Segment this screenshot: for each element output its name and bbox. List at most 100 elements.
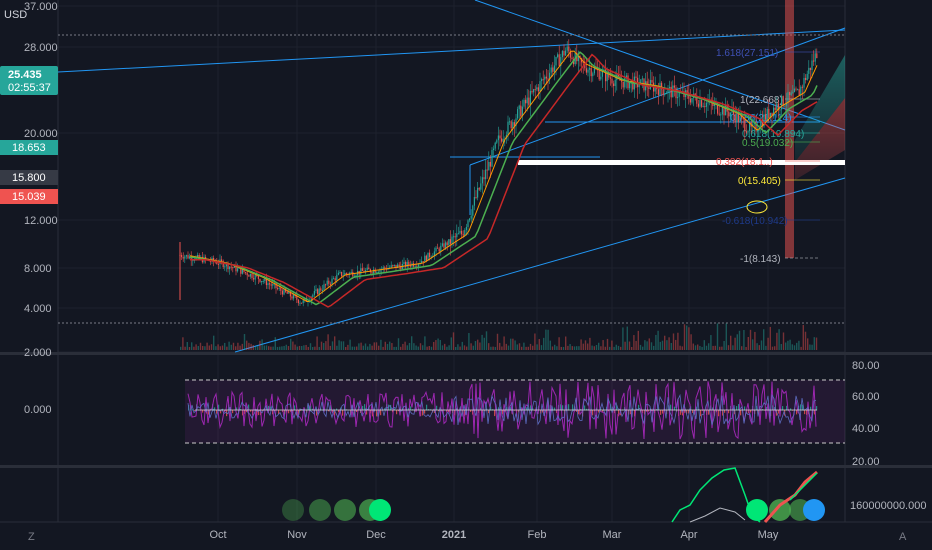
volume-bar [549, 340, 551, 350]
candle-body [408, 261, 410, 266]
drawings [57, 0, 846, 353]
rsi-histogram-bar [334, 410, 336, 416]
candle-body [621, 80, 623, 82]
volume-bar [690, 334, 692, 350]
rsi-histogram-bar [756, 405, 758, 411]
candle-body [222, 261, 224, 268]
volume-bar [631, 346, 633, 350]
candle-countdown: 02:55:37 [8, 82, 51, 94]
volume-bar [677, 332, 679, 350]
rsi-histogram-bar [592, 410, 594, 416]
price-tick: 8.000 [24, 263, 52, 275]
volume-bar [213, 335, 215, 350]
candle-body [262, 281, 264, 283]
candle-body [689, 98, 691, 103]
candle-body [485, 169, 487, 180]
candle-body [406, 261, 408, 267]
candle-body [275, 283, 277, 289]
candle-body [803, 77, 805, 88]
volume-bar [813, 337, 815, 350]
candle-body [544, 76, 546, 80]
volume-bar [602, 340, 604, 350]
rsi-histogram-bar [736, 406, 738, 411]
volume-bar [492, 346, 494, 350]
price-axis[interactable]: 37.000 28.000 20.000 12.000 8.000 4.000 2.000 [24, 1, 58, 359]
volume-bar [428, 345, 430, 350]
volume-bar [347, 344, 349, 350]
rsi-histogram-bar [248, 404, 250, 411]
candle-body [550, 67, 552, 73]
signal-dot [334, 499, 356, 521]
candle-body [667, 88, 669, 94]
volume-bar [774, 346, 776, 350]
volume-bar [615, 344, 617, 350]
volume-bar [433, 341, 435, 350]
lower-trendline[interactable] [234, 177, 846, 353]
auto-scale-button[interactable]: A [899, 531, 907, 543]
volume-bar [184, 346, 186, 350]
candle-body [237, 268, 239, 272]
rsi-histogram-bar [384, 408, 386, 411]
candle-body [264, 278, 266, 282]
candle-body [245, 272, 247, 274]
channel-line[interactable] [469, 27, 846, 166]
candle-body [781, 96, 783, 110]
candle-body [701, 100, 703, 107]
volume-bar [545, 329, 547, 350]
volume-bar [661, 340, 664, 350]
volume-bar [202, 345, 204, 350]
candle-body [585, 68, 587, 73]
volume-bar [666, 340, 668, 350]
volume-bar [461, 341, 463, 350]
upper-trendline[interactable] [57, 29, 846, 73]
candle-body [678, 92, 680, 97]
rsi-histogram-bar [576, 410, 578, 412]
candle-body [648, 87, 650, 89]
signal-dot [769, 499, 791, 521]
support-zone[interactable] [518, 160, 845, 165]
candle-body [787, 92, 789, 103]
time-axis[interactable]: Oct Nov Dec 2021 Feb Mar Apr May [209, 529, 778, 541]
rsi-histogram-bar [410, 406, 412, 411]
volume-bar [367, 346, 369, 350]
volume-bar [514, 340, 516, 350]
volume-bar [804, 331, 807, 350]
rsi-histogram-bar [630, 410, 632, 415]
candle-body [469, 218, 471, 221]
candle-body [216, 262, 218, 264]
volume-bar [230, 344, 232, 350]
volume-bar [182, 337, 184, 350]
candle-body [414, 266, 416, 268]
candle-body [584, 62, 586, 69]
candle-body [390, 265, 392, 268]
fib-label: -1(8.143) [740, 254, 781, 265]
rsi-histogram-bar [810, 406, 812, 411]
volume-bar [791, 344, 793, 350]
rsi-histogram-bar [800, 404, 802, 411]
volume-bar [415, 345, 417, 350]
candle-body [477, 187, 479, 198]
volume-bar [246, 340, 248, 350]
candle-body [582, 62, 584, 64]
volume-bar [408, 342, 411, 350]
volume-bar [191, 342, 193, 350]
zoom-button-left[interactable]: Z [28, 531, 35, 543]
rsi-histogram-bar [796, 410, 798, 415]
candle-body [809, 67, 811, 71]
candle-body [624, 77, 626, 88]
volume-bar [419, 343, 422, 350]
volume-bar [499, 342, 501, 350]
volume-bar [395, 346, 397, 350]
volume-bar [646, 341, 648, 350]
rsi-histogram-bar [194, 410, 196, 411]
candle-body [779, 109, 781, 111]
rsi-histogram-bar [396, 410, 398, 415]
volume-bar [221, 345, 224, 350]
volume-bar [261, 339, 263, 350]
candle-body [673, 85, 675, 88]
candle-body [547, 78, 549, 80]
volume-bar [356, 346, 358, 350]
rsi-histogram-bar [530, 405, 532, 411]
volume-bar [496, 333, 499, 350]
